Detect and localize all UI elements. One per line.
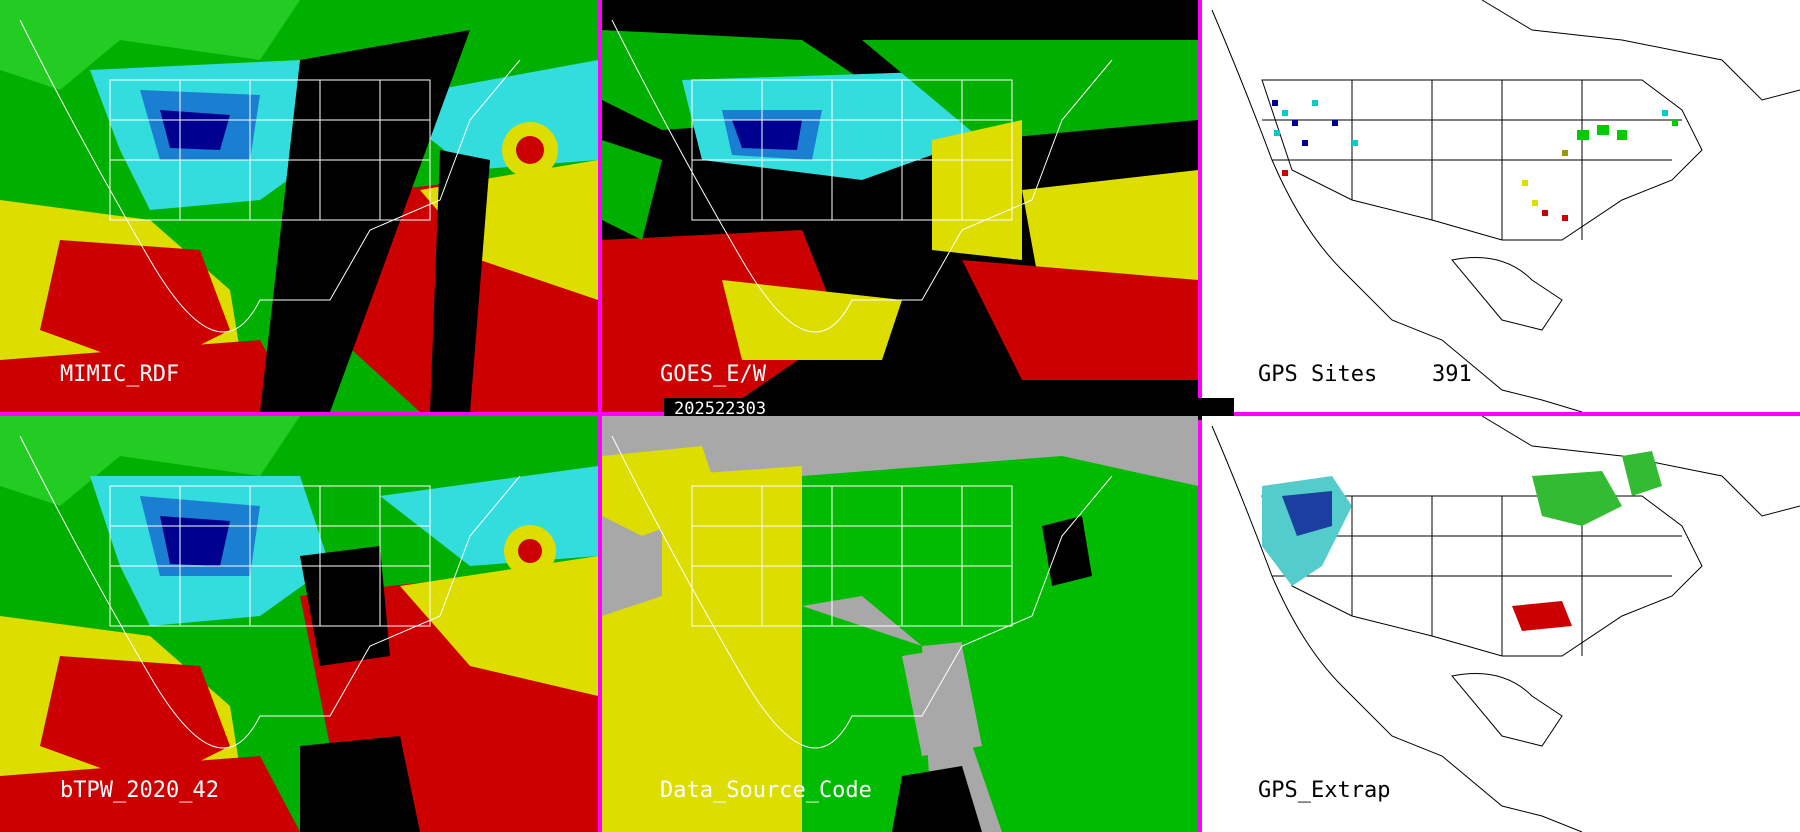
panel-label: bTPW_2020_42	[60, 778, 219, 803]
map-panel-goes-ew: GOES_E/W	[602, 0, 1198, 412]
map-panel-gps-sites: GPS Sites 391	[1202, 0, 1800, 412]
map-panel-gps-extrap: GPS_Extrap	[1202, 416, 1800, 832]
goes-ew-map	[602, 0, 1198, 412]
separator-vertical-left	[598, 0, 602, 832]
gps-extrap-map	[1202, 416, 1800, 832]
btpw-map	[0, 416, 598, 832]
data-source-code-map	[602, 416, 1198, 832]
timestamp-bar: 202522303	[664, 398, 1234, 420]
panel-label: GOES_E/W	[660, 362, 766, 387]
panel-label: MIMIC_RDF	[60, 362, 180, 387]
gps-site-count: 391	[1432, 362, 1472, 387]
panel-label: GPS_Extrap	[1258, 778, 1391, 803]
panel-label: Data_Source_Code	[660, 778, 872, 803]
map-panel-data-source-code: Data_Source_Code	[602, 416, 1198, 832]
mimic-rdf-map	[0, 0, 598, 412]
panel-label: GPS Sites	[1258, 362, 1378, 387]
gps-sites-map	[1202, 0, 1800, 412]
map-panel-btpw: bTPW_2020_42	[0, 416, 598, 832]
map-panel-mimic-rdf: MIMIC_RDF	[0, 0, 598, 412]
